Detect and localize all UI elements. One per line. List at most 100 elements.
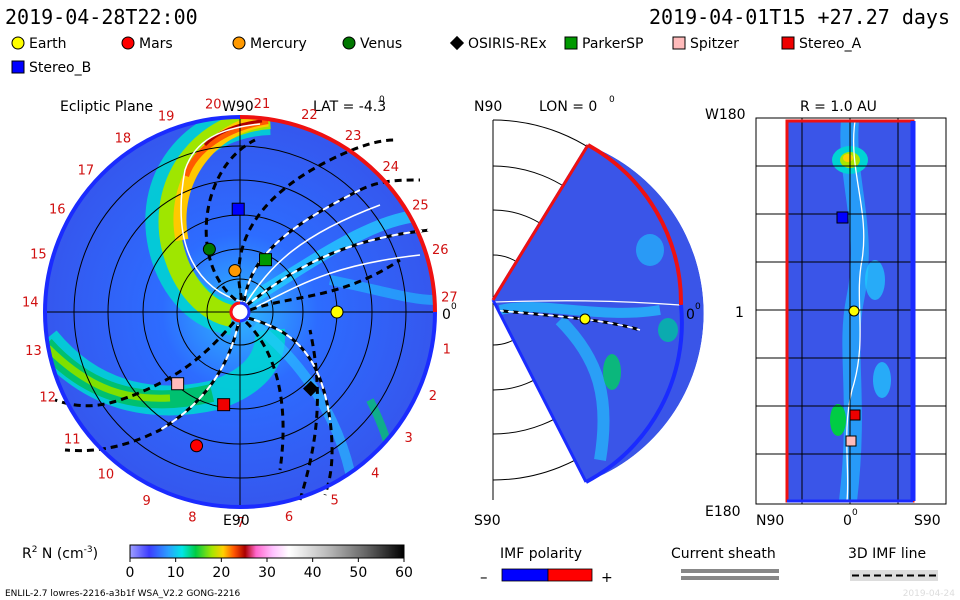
ecliptic-bodies [171, 202, 344, 453]
polarity-ring-red [239, 115, 437, 313]
imf-plus: + [601, 570, 613, 586]
meridional-blue-arc [585, 304, 684, 484]
legend-marker [121, 36, 135, 50]
body-stereo-a [217, 398, 231, 412]
carrington-number: 19 [158, 109, 175, 124]
legend-marker [449, 35, 465, 51]
meridional-right-degree: 0 [695, 302, 701, 312]
colorbar-label-power: 2 [32, 545, 38, 555]
footer-right: 2019-04-24 [903, 589, 956, 599]
legend-item-parkersp: ParkerSP [564, 36, 643, 52]
carrington-number: 11 [64, 432, 81, 447]
run-time: 2019-04-28T22:00 [5, 5, 198, 29]
colorbar-tick-label: 40 [304, 565, 322, 581]
imf3d-legend: 3D IMF line [848, 546, 938, 581]
carrington-number: 18 [115, 132, 132, 147]
legend-label: Venus [360, 36, 402, 52]
radial-panel: R = 1.0 AU W180 1 E180 [705, 99, 947, 529]
legend-label: Spitzer [690, 36, 739, 52]
legend-item-stereo-a: Stereo_A [781, 36, 862, 52]
carrington-number: 1 [443, 342, 451, 357]
footer-left: ENLIL-2.7 lowres-2216-a3b1f WSA_V2.2 GON… [5, 589, 241, 599]
carrington-number: 22 [301, 108, 318, 123]
body-spitzer [171, 377, 185, 391]
carrington-number: 5 [331, 493, 339, 508]
legend-marker [232, 36, 246, 50]
body-parkersp [259, 253, 273, 267]
ecliptic-field-lines [54, 123, 431, 501]
carrington-number: 16 [49, 203, 66, 218]
legend-label: Earth [29, 36, 67, 52]
imf3d-title: 3D IMF line [848, 546, 926, 562]
radial-mid-label: 1 [735, 305, 744, 321]
ecliptic-panel: Ecliptic Plane W90 LAT = -4.3 0 [22, 95, 458, 531]
carrington-number: 24 [383, 160, 400, 175]
carrington-number: 17 [78, 163, 95, 178]
carrington-number: 21 [254, 97, 271, 112]
legend-item-osiris-rex: OSIRIS-REx [449, 35, 547, 52]
legend-item-venus: Venus [342, 36, 402, 52]
body-earth [330, 305, 344, 319]
lat-degree-mark: 0 [379, 95, 385, 105]
colorbar: R2 N (cm-3) 0 10 20 30 40 50 60 [22, 544, 413, 581]
meridional-right-label: 0 [686, 307, 695, 323]
radial-title: R = 1.0 AU [800, 99, 877, 115]
meridional-red-arc [587, 143, 684, 306]
legend-label: Stereo_A [799, 36, 862, 52]
colorbar-tick-label: 10 [167, 565, 185, 581]
body-stereo-b [231, 202, 245, 216]
radial-spitzer-marker [845, 435, 857, 447]
carrington-number: 23 [345, 129, 362, 144]
colorbar-tick-label: 30 [258, 565, 276, 581]
meridional-panel: N90 LON = 0 0 [474, 95, 704, 529]
legend-label: Stereo_B [29, 60, 91, 76]
meridional-density-map [493, 145, 704, 482]
imf-minus: – [480, 568, 488, 586]
colorbar-label-r: R [22, 546, 32, 562]
body-mars [190, 439, 204, 453]
colorbar-tick-label: 60 [395, 565, 413, 581]
radial-x-degree: 0 [852, 508, 858, 518]
colorbar-tick-label: 0 [126, 565, 135, 581]
radial-x-label-left: N90 [756, 513, 784, 529]
colorbar-tick-label: 20 [212, 565, 230, 581]
radial-stereo-b-marker [836, 211, 849, 224]
legend-item-mars: Mars [121, 36, 173, 52]
carrington-number: 20 [205, 98, 222, 113]
body-venus [202, 242, 216, 256]
legend: Earth Mars Mercury Venus OSIRIS-REx ParkerSP S… [11, 35, 862, 76]
legend-marker [672, 36, 686, 50]
carrington-number: 2 [429, 389, 437, 404]
carrington-number: 8 [188, 511, 196, 526]
current-sheath-title: Current sheath [671, 546, 776, 562]
legend-marker [11, 36, 25, 50]
meridional-top-label: N90 [474, 99, 502, 115]
ecliptic-top-label: W90 [222, 99, 254, 115]
legend-label: Mercury [250, 36, 307, 52]
carrington-number: 26 [432, 243, 449, 258]
lat-label: LAT = -4.3 [313, 99, 386, 115]
legend-label: ParkerSP [582, 36, 643, 52]
carrington-number: 3 [404, 431, 412, 446]
carrington-number: 13 [25, 344, 42, 359]
carrington-number: 15 [30, 247, 47, 262]
carrington-number: 12 [39, 390, 56, 405]
radial-top-label: W180 [705, 107, 746, 123]
meridional-title: LON = 0 [539, 99, 597, 115]
meridional-earth-marker [579, 313, 591, 325]
legend-marker [342, 36, 356, 50]
colorbar-label-mid: N (cm [37, 546, 83, 562]
carrington-number: 9 [142, 494, 150, 509]
svg-text:R2 N (cm-3): R2 N (cm-3) [22, 545, 98, 562]
colorbar-label-exp: -3 [84, 545, 93, 555]
imf-polarity-title: IMF polarity [500, 546, 582, 562]
colorbar-ticks: 0 10 20 30 40 50 60 [126, 558, 413, 581]
carrington-number: 4 [371, 467, 379, 482]
ecliptic-right-label: 0 [442, 307, 451, 323]
legend-item-spitzer: Spitzer [672, 36, 739, 52]
legend-item-stereo-b: Stereo_B [11, 60, 91, 76]
body-osiris-rex [303, 380, 319, 397]
ecliptic-bottom-label: E90 [223, 513, 250, 529]
